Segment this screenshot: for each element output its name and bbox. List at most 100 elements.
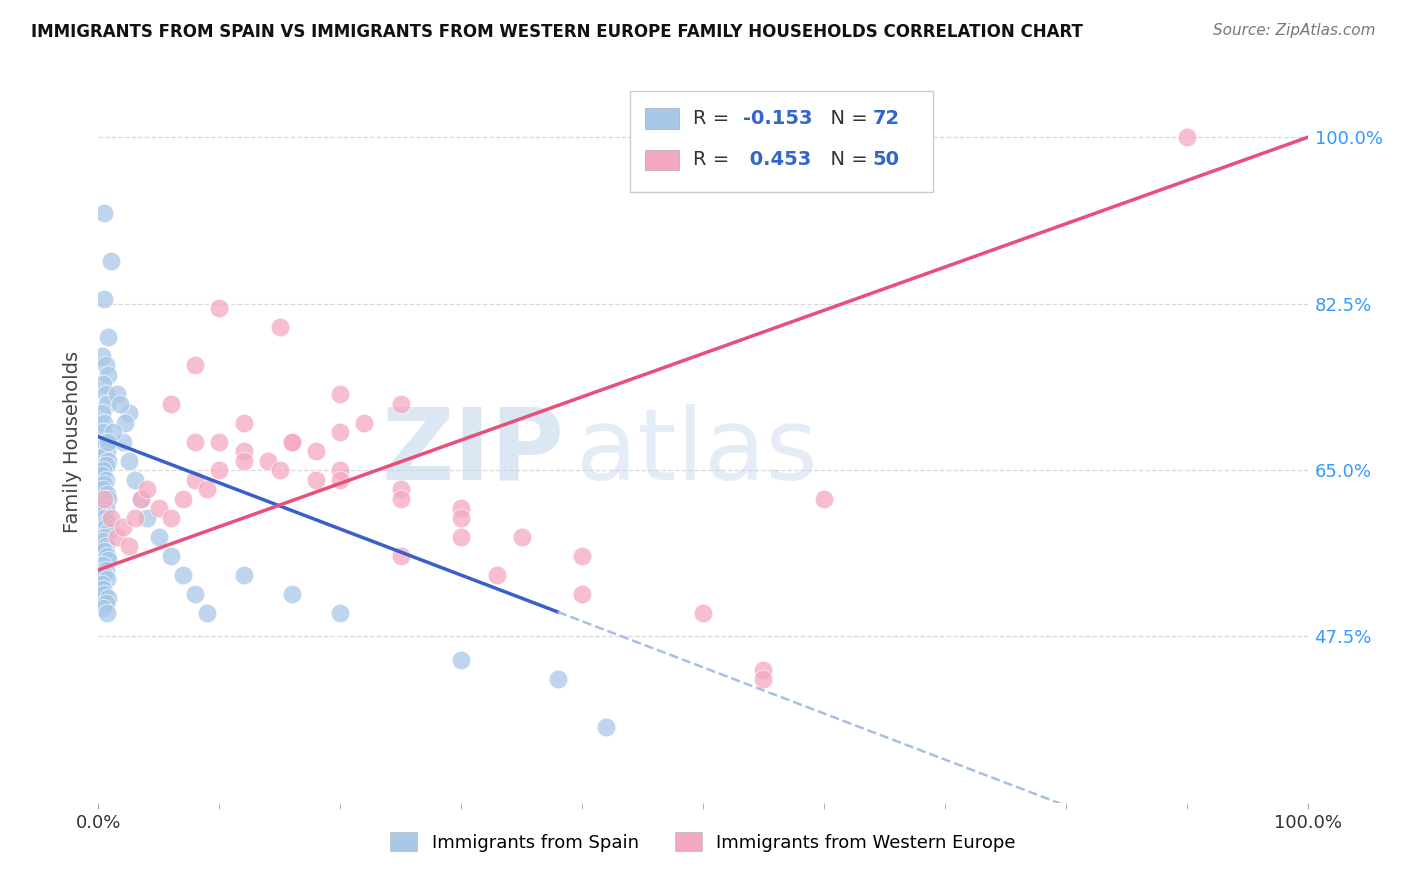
Point (389, 549, 412, 563)
Text: -0.153: -0.153 (742, 109, 813, 128)
Point (93, 530, 115, 544)
Point (329, 606, 352, 620)
Point (595, 720, 617, 734)
Point (91, 582, 114, 596)
Point (91, 349, 114, 363)
Point (100, 253, 122, 268)
Point (108, 396, 131, 410)
Point (232, 416, 254, 430)
FancyBboxPatch shape (645, 150, 679, 169)
Point (94, 458, 117, 473)
Point (96, 549, 118, 563)
Point (91, 377, 114, 392)
Point (124, 473, 146, 487)
Point (353, 416, 375, 430)
Point (118, 539, 141, 553)
Point (96, 606, 118, 620)
Point (93, 496, 115, 510)
Point (97, 453, 120, 467)
Text: 0.453: 0.453 (742, 150, 811, 169)
Point (129, 491, 152, 506)
Point (96, 444, 118, 458)
Point (232, 567, 254, 582)
Point (389, 396, 412, 410)
Point (97, 330, 120, 344)
Point (232, 453, 254, 467)
Point (571, 549, 593, 563)
Point (184, 359, 207, 373)
Point (329, 463, 352, 477)
Text: ZIP: ZIP (381, 404, 564, 501)
Text: 50: 50 (872, 150, 900, 169)
Point (93, 416, 115, 430)
Point (93, 587, 115, 601)
Point (184, 434, 207, 449)
Text: R =: R = (693, 109, 735, 128)
Point (96, 396, 118, 410)
Point (105, 387, 128, 401)
FancyBboxPatch shape (630, 91, 932, 193)
Point (269, 463, 291, 477)
Point (389, 482, 412, 496)
Point (184, 473, 207, 487)
Point (91, 601, 114, 615)
Text: N =: N = (818, 109, 875, 128)
Point (91, 534, 114, 549)
Point (450, 501, 472, 516)
Point (118, 406, 141, 420)
Point (389, 491, 412, 506)
Point (114, 416, 136, 430)
Point (91, 577, 114, 591)
Point (281, 434, 304, 449)
Point (195, 482, 218, 496)
Point (305, 473, 328, 487)
Y-axis label: Family Households: Family Households (63, 351, 83, 533)
Point (129, 491, 152, 506)
Point (94, 563, 117, 577)
Point (101, 425, 124, 439)
Text: 72: 72 (872, 109, 900, 128)
Point (208, 463, 231, 477)
Point (172, 567, 194, 582)
Point (97, 553, 120, 567)
Point (97, 491, 120, 506)
Point (172, 491, 194, 506)
Point (547, 672, 569, 686)
Text: Source: ZipAtlas.com: Source: ZipAtlas.com (1212, 23, 1375, 38)
Point (486, 567, 509, 582)
Point (752, 672, 775, 686)
Point (91, 406, 114, 420)
Point (160, 510, 183, 524)
Point (91, 467, 114, 482)
Point (93, 477, 115, 491)
Point (208, 301, 231, 316)
Point (281, 434, 304, 449)
Point (94, 520, 117, 534)
Point (93, 439, 115, 453)
Point (305, 444, 328, 458)
Point (135, 510, 157, 524)
Point (93, 567, 115, 582)
Point (93, 292, 115, 306)
Point (94, 473, 117, 487)
Point (450, 530, 472, 544)
Point (256, 453, 278, 467)
Point (813, 491, 835, 506)
Text: atlas: atlas (576, 404, 818, 501)
Point (91, 425, 114, 439)
Point (208, 434, 231, 449)
Point (97, 591, 120, 606)
Point (118, 453, 141, 467)
Point (97, 368, 120, 382)
Point (93, 510, 115, 524)
Point (329, 473, 352, 487)
Point (111, 520, 134, 534)
Point (93, 544, 115, 558)
Point (93, 491, 115, 506)
Point (97, 524, 120, 539)
Point (94, 501, 117, 516)
Point (91, 482, 114, 496)
Point (195, 606, 218, 620)
Point (160, 396, 183, 410)
Point (148, 501, 170, 516)
